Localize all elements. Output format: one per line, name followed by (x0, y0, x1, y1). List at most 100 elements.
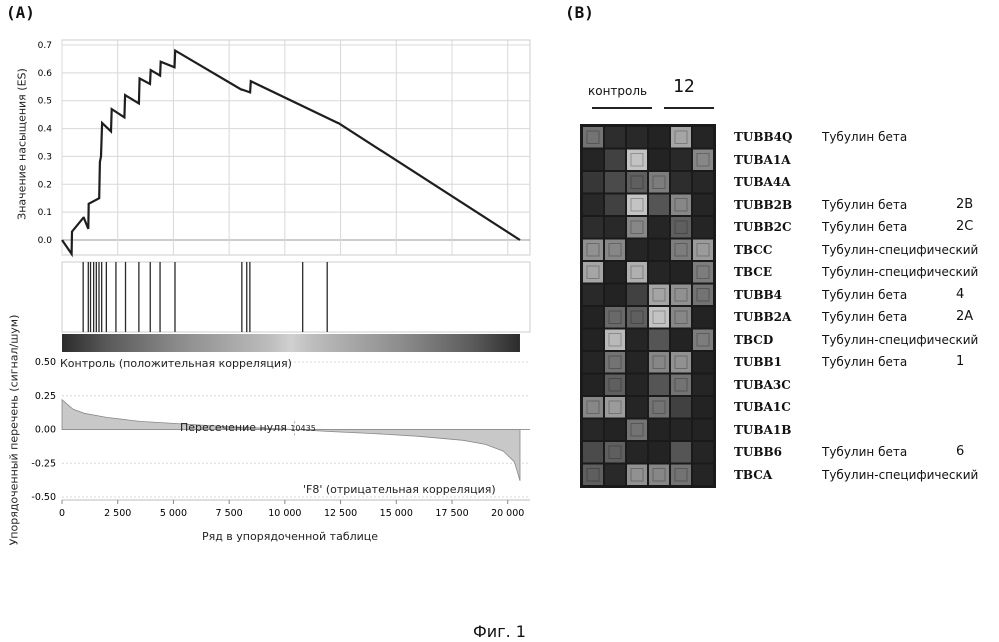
heatmap-cell (649, 150, 669, 171)
heatmap-cell (693, 375, 713, 396)
negative-correlation-label: 'F8' (отрицательная корреляция) (303, 483, 496, 496)
heatmap-cell (671, 127, 691, 148)
heatmap-cell (693, 307, 713, 328)
x-tick-label: 5 000 (160, 508, 187, 519)
ranked-metric-area (62, 400, 520, 481)
rank-y-tick-label: -0.25 (31, 458, 56, 469)
heatmap-cell (583, 240, 603, 261)
heatmap-cell (583, 217, 603, 238)
heatmap-cell (627, 465, 647, 486)
gene-description: Тубулин-специфический (822, 329, 978, 352)
heatmap-cell (627, 240, 647, 261)
gene-description: Тубулин бета (822, 126, 907, 149)
gene-label: TUBB4 (734, 284, 782, 307)
heatmap-cell (583, 307, 603, 328)
gene-label: TUBA3C (734, 374, 791, 397)
heatmap-cell (693, 217, 713, 238)
heatmap-cell (693, 262, 713, 283)
heatmap-row: TUBB6Тубулин бета6 (734, 441, 999, 464)
heatmap-cell (583, 150, 603, 171)
heatmap-cell (649, 307, 669, 328)
heatmap-cell (693, 240, 713, 261)
heatmap-cell (605, 127, 625, 148)
es-plot: 0.00.10.20.30.40.50.60.7 (38, 40, 530, 255)
gene-description: Тубулин бета (822, 284, 907, 307)
heatmap-cell (627, 195, 647, 216)
heatmap-row: TBCD Тубулин-специфический (734, 329, 999, 352)
heatmap-cell (649, 195, 669, 216)
hit-bars (62, 262, 530, 352)
heatmap-cell (693, 195, 713, 216)
x-tick-label: 7 500 (216, 508, 243, 519)
positive-correlation-label: Контроль (положительная корреляция) (60, 357, 520, 370)
heatmap-cell (693, 442, 713, 463)
heatmap-row: TBCCТубулин-специфический (734, 239, 999, 262)
heatmap-cell (671, 307, 691, 328)
heatmap-cell (649, 465, 669, 486)
x-axis-label: Ряд в упорядоченной таблице (60, 530, 520, 543)
heatmap-cell (649, 352, 669, 373)
heatmap-cell (671, 217, 691, 238)
heatmap-row: TUBA1B (734, 419, 999, 442)
gene-subtype: 6 (956, 441, 964, 464)
es-y-tick-label: 0.2 (38, 180, 52, 190)
heatmap-cell (649, 442, 669, 463)
gene-description: Тубулин-специфический (822, 261, 978, 284)
heatmap-cell (693, 172, 713, 193)
rank-y-tick-label: 0.25 (35, 391, 56, 402)
heatmap-row: TBCAТубулин-специфический (734, 464, 999, 487)
gene-label: TUBB4Q (734, 126, 792, 149)
gene-label: TUBB2C (734, 216, 792, 239)
heatmap-cell (627, 150, 647, 171)
gene-label: TBCC (734, 239, 772, 262)
gene-subtype: 2A (956, 306, 973, 329)
gene-description: Тубулин бета (822, 194, 907, 217)
gene-label: TUBB2B (734, 194, 792, 217)
heatmap-cell (693, 465, 713, 486)
heatmap-cell (671, 172, 691, 193)
heatmap-cell (649, 285, 669, 306)
heatmap-cell (605, 352, 625, 373)
heatmap-cell (583, 375, 603, 396)
zero-cross-value: 10435 (290, 424, 315, 433)
heatmap-cell (627, 307, 647, 328)
heatmap-cell (627, 127, 647, 148)
panel-b-label: (B) (565, 3, 594, 22)
es-y-tick-label: 0.1 (38, 208, 52, 218)
gene-description: Тубулин бета (822, 216, 907, 239)
es-y-tick-label: 0.4 (38, 125, 53, 135)
gene-label: TUBB1 (734, 351, 782, 374)
heatmap-cell (627, 442, 647, 463)
x-tick-label: 15 000 (380, 508, 413, 519)
heatmap-cell (693, 352, 713, 373)
gene-label: TBCD (734, 329, 773, 352)
gene-description: Тубулин бета (822, 351, 907, 374)
heatmap-cell (627, 397, 647, 418)
heatmap-cell (671, 442, 691, 463)
heatmap-cell (605, 262, 625, 283)
es-plot-frame (62, 40, 530, 255)
heatmap-cell (627, 172, 647, 193)
heatmap-cell (649, 375, 669, 396)
heatmap-cell (605, 195, 625, 216)
gene-label: TUBB6 (734, 441, 782, 464)
es-y-tick-label: 0.6 (38, 69, 53, 79)
heatmap-cell (605, 150, 625, 171)
heatmap-cell (583, 330, 603, 351)
heatmap-cell (583, 262, 603, 283)
gene-label: TUBA1C (734, 396, 791, 419)
heatmap-cell (693, 420, 713, 441)
x-axis: 02 5005 0007 50010 00012 50015 00017 500… (59, 500, 530, 519)
heatmap-cell (583, 397, 603, 418)
heatmap-cell (605, 172, 625, 193)
heatmap-cell (671, 262, 691, 283)
gene-label: TBCE (734, 261, 772, 284)
heatmap-cell (605, 442, 625, 463)
heatmap-cell (649, 420, 669, 441)
heatmap-row: TUBB1Тубулин бета1 (734, 351, 999, 374)
heatmap-cell (693, 285, 713, 306)
heatmap-cell (627, 352, 647, 373)
figure-caption: Фиг. 1 (0, 622, 999, 641)
gene-description: Тубулин-специфический (822, 464, 978, 487)
x-tick-label: 0 (59, 508, 65, 519)
